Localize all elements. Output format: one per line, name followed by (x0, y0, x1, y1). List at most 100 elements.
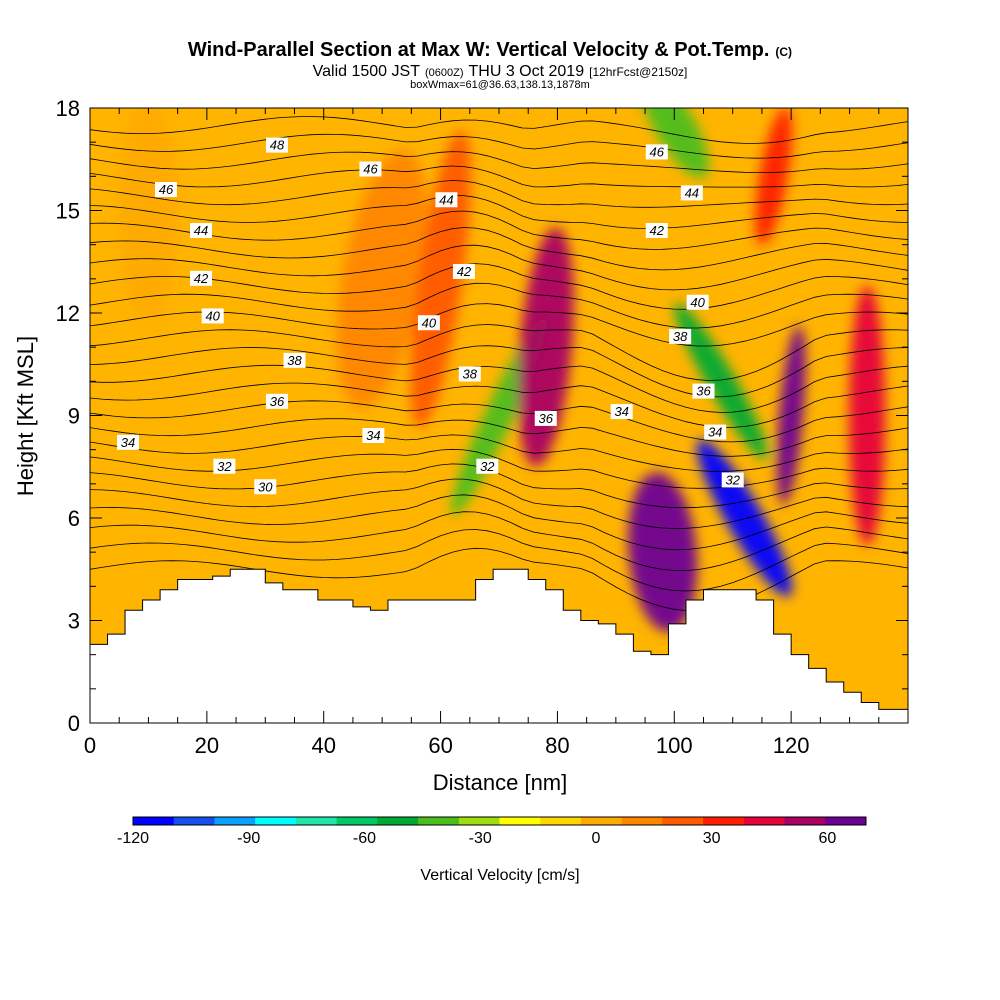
colorbar-swatch (499, 817, 541, 825)
contour-label-text: 44 (439, 192, 453, 207)
y-axis-label: Height [Kft MSL] (13, 336, 38, 496)
theta-contour-line (90, 244, 908, 291)
x-axis: 0 20 40 60 80 100 120 (84, 108, 909, 758)
contour-label-text: 38 (673, 329, 688, 344)
terrain (90, 568, 908, 723)
colorbar-swatch (173, 817, 215, 825)
x-tick-label: 60 (428, 733, 452, 758)
theta-contour-label: 32 (213, 458, 236, 474)
contour-label-box (116, 434, 139, 450)
theta-contour-line (90, 382, 908, 428)
theta-contour-label: 38 (669, 328, 692, 344)
theta-contour-line (90, 324, 908, 381)
x-tick-label: 100 (656, 733, 693, 758)
theta-contour-line (90, 303, 908, 347)
contour-label-text: 46 (159, 182, 174, 197)
contour-label-box (476, 458, 499, 474)
w-feature (755, 108, 792, 246)
contour-label-text: 36 (539, 411, 554, 426)
theta-contour-label: 48 (265, 137, 288, 153)
x-tick-label: 0 (84, 733, 96, 758)
colorbar-swatch (295, 817, 338, 825)
x-tick-label: 120 (773, 733, 810, 758)
colorbar: -120 -90 -60 -30 0 30 60 (117, 816, 867, 847)
contour-label-box (190, 270, 213, 286)
theta-contour-label: 34 (362, 428, 385, 443)
colorbar-swatch (133, 817, 175, 825)
contour-label-box (359, 161, 382, 177)
colorbar-swatch (458, 817, 500, 825)
contour-label-text: 44 (685, 185, 699, 200)
theta-contour-line (90, 195, 908, 229)
theta-contour-label: 46 (359, 161, 382, 177)
chart-title: Wind-Parallel Section at Max W: Vertical… (188, 39, 792, 61)
contour-label-text: 30 (258, 479, 273, 494)
theta-contour-line (90, 227, 908, 271)
colorbar-swatch (214, 817, 256, 825)
theta-contour-label: 32 (476, 458, 499, 474)
contour-label-box (435, 192, 458, 208)
contour-label-text: 34 (366, 428, 380, 443)
w-feature (849, 285, 886, 546)
theta-contour-label: 40 (686, 294, 709, 310)
contour-label-text: 46 (650, 144, 665, 159)
colorbar-tick-label: -120 (117, 830, 149, 847)
theta-contour-label: 34 (704, 424, 727, 440)
contour-label-box (265, 137, 288, 153)
x-tick-label: 40 (311, 733, 335, 758)
colorbar-swatch (336, 817, 378, 825)
theta-contour-label: 42 (190, 270, 213, 286)
theta-contour-label: 34 (116, 434, 139, 450)
theta-contour-line (90, 511, 908, 571)
contour-label-text: 42 (194, 271, 209, 286)
contour-label-text: 40 (205, 308, 220, 323)
contour-label-text: 40 (422, 315, 437, 330)
colorbar-swatch (580, 817, 623, 825)
contour-label-text: 34 (121, 435, 135, 450)
contour-label-box (201, 308, 224, 324)
theta-contour-line (90, 282, 908, 329)
y-tick-label: 6 (68, 506, 80, 531)
contour-label-text: 32 (217, 459, 232, 474)
x-tick-label: 80 (545, 733, 569, 758)
y-tick-label: 15 (56, 199, 80, 224)
colorbar-label: Vertical Velocity [cm/s] (420, 867, 579, 884)
theta-contour-line (90, 133, 908, 159)
contour-label-text: 36 (696, 384, 711, 399)
w-feature (696, 439, 793, 597)
theta-contour-label: 32 (721, 472, 744, 488)
theta-contour-label: 36 (534, 410, 557, 426)
contour-label-box (213, 458, 236, 474)
theta-contour-line (90, 210, 908, 250)
theta-contour-label: 38 (458, 366, 481, 382)
theta-contour-label: 44 (680, 185, 703, 201)
contour-label-text: 34 (708, 425, 722, 440)
x-axis-label: Distance [nm] (433, 770, 568, 795)
contour-label-box (721, 472, 744, 488)
theta-contour-line (90, 180, 908, 208)
colorbar-swatch (377, 817, 419, 825)
contour-label-box (362, 428, 385, 443)
colorbar-tick-label: -60 (353, 830, 376, 847)
w-feature (336, 150, 428, 408)
contour-label-box (190, 223, 213, 238)
theta-contour-label: 40 (417, 315, 440, 331)
w-feature (628, 472, 698, 632)
y-tick-label: 9 (68, 404, 80, 429)
colorbar-tick-label: 60 (819, 830, 837, 847)
contour-label-box (669, 328, 692, 344)
plot-area: 48 46 44 42 40 38 36 34 32 30 46 44 42 40 38 34 32 36 34 46… (90, 108, 908, 723)
colorbar-swatch (255, 817, 297, 825)
theta-contour-line (90, 529, 908, 592)
theta-contour-line (90, 434, 908, 472)
theta-contour-label: 36 (692, 383, 715, 399)
w-feature (639, 108, 709, 178)
contour-label-box (704, 424, 727, 440)
contour-label-box (680, 185, 703, 201)
contour-label-box (254, 479, 277, 495)
y-tick-label: 3 (68, 609, 80, 634)
contour-label-text: 42 (457, 264, 472, 279)
theta-contour-line (90, 418, 908, 457)
theta-contour-label: 40 (201, 308, 224, 324)
